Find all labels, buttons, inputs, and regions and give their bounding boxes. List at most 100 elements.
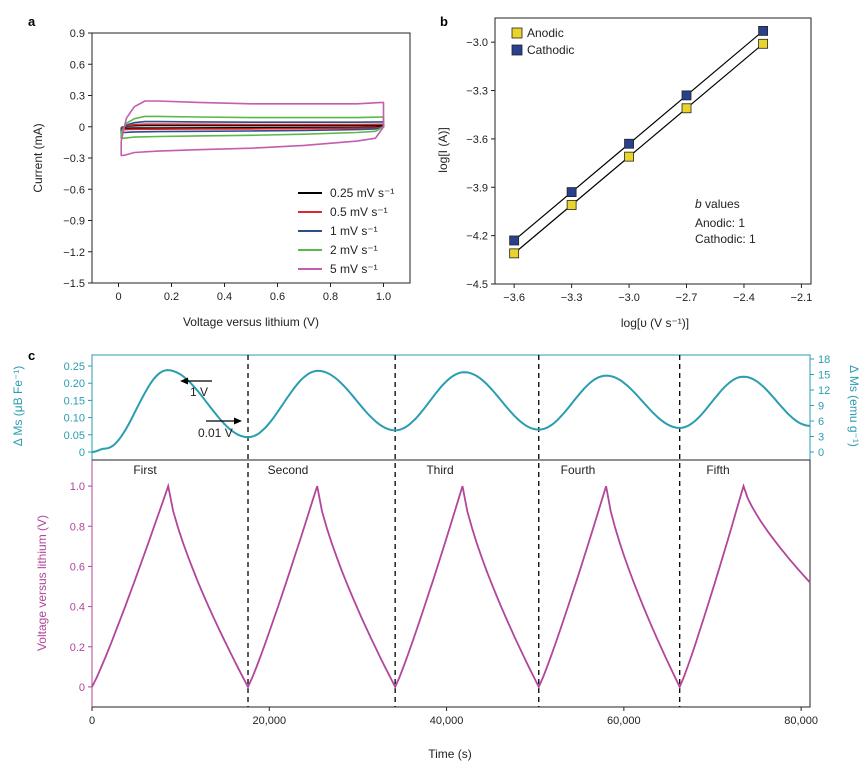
b-xtick-label: −3.6 [503,292,525,304]
b-xtick-label: −2.1 [791,292,813,304]
c-top-ytick-label: 0.05 [64,430,85,442]
panel-b: b −3.6 −3.3 −3.0 −2.7 −2.4 −2.1 −4.5−4.2−3.9−… [436,14,812,330]
b-values-italic: b [695,197,702,211]
a-ytick-label: −1.2 [63,247,85,259]
c-bot-ytick-label: 0.8 [70,521,85,533]
c-xtick-label: 20,000 [252,715,286,727]
b-ytick-label: −3.9 [466,182,488,194]
a-legend-label: 0.25 mV s⁻¹ [330,186,394,200]
a-ytick-label: −0.3 [63,153,85,165]
b-fit-line [513,43,764,254]
a-xtick-label: 0.4 [217,291,232,303]
c-xtick-label: 80,000 [784,715,818,727]
panel-b-legend: Anodic Cathodic [511,26,574,57]
arrow-001v: 0.01 V [198,417,242,440]
c-xtick-label: 60,000 [607,715,641,727]
panel-c-cycle-boundaries [247,355,681,707]
a-xtick-label: 1.0 [376,291,391,303]
panel-a-legend: 0.25 mV s⁻¹ 0.5 mV s⁻¹ 1 mV s⁻¹ 2 mV s⁻¹ 5 m… [298,186,394,276]
a-cv-curve [120,100,385,157]
a-xtick-label: 0.8 [323,291,338,303]
panel-c-top-right-ticks: 0 3 6 9 12 15 18 [810,354,830,459]
b-values-rest: values [702,197,740,211]
b-ytick-label: −4.5 [466,279,488,291]
a-xtick-label: 0.6 [270,291,285,303]
c-top-ytick-label: 0.20 [64,378,85,390]
c-xtick-label: 40,000 [430,715,464,727]
panel-c: c 0 20,000 40,000 60,000 80,000 0 0.05 0.10 0.1… [11,348,861,761]
panel-b-xlabel: log[υ (V s⁻¹)] [621,316,689,330]
b-data-point [624,151,634,162]
b-data-point [509,235,520,246]
panel-b-frame [494,17,812,285]
panel-c-bottom-ylabel: Voltage versus lithium (V) [35,515,49,651]
c-cycle-label: Second [268,463,309,477]
a-ytick-label: −0.9 [63,216,85,228]
c-bot-ytick-label: 0.2 [70,642,85,654]
b-legend-label: Anodic [527,26,564,40]
panel-c-letter: c [28,348,35,363]
c-bot-ytick-label: 1.0 [70,481,85,493]
a-xtick-label: 0.2 [164,291,179,303]
c-top-rtick-label: 9 [818,401,824,413]
c-top-ytick-label: 0.25 [64,361,85,373]
panel-c-cycle-labels: First Second Third Fourth Fifth [133,463,729,477]
a-ytick-label: 0 [79,122,85,134]
b-data-point [566,200,577,210]
arrow-001v-head [234,417,242,425]
b-data-point [624,138,634,149]
b-ytick-label: −4.2 [466,231,488,243]
b-xtick-label: −2.4 [733,292,755,304]
a-legend-label: 1 mV s⁻¹ [330,224,378,238]
c-cycle-label: Fourth [561,463,596,477]
panel-a-letter: a [28,14,36,29]
c-top-rtick-label: 18 [818,354,830,366]
panel-b-annotation-anodic: Anodic: 1 [695,216,745,230]
b-legend-swatch [511,44,523,56]
panel-c-bottom-y-ticks: 0 0.2 0.4 0.6 0.8 1.0 [70,481,92,694]
panel-c-top-ylabel-left: Δ Ms (μB Fe⁻¹) [11,366,25,447]
panel-a-x-ticks: 0 0.2 0.4 0.6 0.8 1.0 [115,283,391,303]
arrow-1v-head [180,377,188,385]
panel-a-xlabel: Voltage versus lithium (V) [183,315,319,329]
panel-b-annotation-title: b values [695,197,740,211]
panel-b-letter: b [440,14,448,29]
c-top-ytick-label: 0 [79,447,85,459]
c-top-ytick-label: 0.10 [64,413,85,425]
panel-c-top-left-ticks: 0 0.05 0.10 0.15 0.20 0.25 [64,361,92,459]
c-top-ytick-label: 0.15 [64,395,85,407]
c-top-rtick-label: 0 [818,447,824,459]
arrow-001v-label: 0.01 V [198,426,233,440]
b-legend-label: Cathodic [527,43,574,57]
c-bot-ytick-label: 0.4 [70,602,85,614]
panel-c-frame [91,354,811,708]
c-cycle-label: Fifth [706,463,729,477]
a-ytick-label: −0.6 [63,184,85,196]
panel-b-y-ticks: −4.5 −4.2 −3.9 −3.6 −3.3 −3.0 [466,37,495,291]
c-top-rtick-label: 15 [818,370,830,382]
a-xtick-label: 0 [115,291,121,303]
panel-c-top-ylabel-right: Δ Ms (emu g⁻¹) [847,365,861,447]
c-bot-ytick-label: 0 [79,682,85,694]
b-fit-line [513,30,764,241]
arrow-1v: 1 V [180,377,212,399]
b-xtick-label: −3.3 [561,292,583,304]
b-legend-swatch [511,27,523,39]
b-ytick-label: −3.6 [466,134,488,146]
panel-b-x-ticks: −3.6 −3.3 −3.0 −2.7 −2.4 −2.1 [503,284,812,304]
c-bot-ytick-label: 0.6 [70,561,85,573]
panel-b-series [509,25,769,259]
a-ytick-label: −1.5 [63,278,85,290]
panel-a-curves [120,100,385,157]
b-xtick-label: −3.0 [618,292,640,304]
a-legend-label: 2 mV s⁻¹ [330,243,378,257]
c-top-rtick-label: 3 [818,432,824,444]
a-ytick-label: 0.6 [70,59,85,71]
panel-a: a 0 0.2 0.4 0.6 0.8 1.0 −1.5 −1.2 −0.9 −0.6 −0.3 0… [28,14,411,329]
c-top-rtick-label: 6 [818,416,824,428]
panel-c-curves [91,369,811,690]
panel-b-ylabel: log[I (A)] [436,127,450,172]
c-xtick-label: 0 [89,715,95,727]
b-data-point [566,187,577,198]
